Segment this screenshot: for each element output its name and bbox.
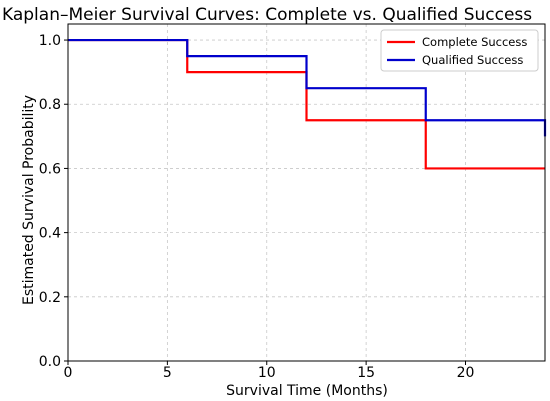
y-tick-label: 0.8: [39, 97, 61, 113]
legend: Complete Success Qualified Success: [380, 29, 539, 72]
y-tick-label: 0.4: [39, 226, 61, 242]
grid: [67, 24, 545, 362]
axis-ticks: 0 5 10 15 20 0.0 0.2 0.4 0.6 0.8 1.0: [39, 33, 475, 381]
chart-title: Kaplan–Meier Survival Curves: Complete v…: [2, 5, 532, 25]
y-tick-label: 0.6: [39, 161, 61, 177]
series-layer: [68, 38, 547, 170]
legend-label-qualified-success: Qualified Success: [422, 53, 523, 67]
x-tick-label: 15: [357, 365, 375, 381]
plot-frame: [67, 23, 546, 362]
x-tick-label: 20: [457, 365, 475, 381]
legend-box: [380, 29, 539, 72]
x-tick-label: 5: [163, 365, 172, 381]
x-tick-label: 10: [258, 365, 276, 381]
y-tick-label: 1.0: [39, 33, 61, 49]
y-tick-label: 0.0: [39, 354, 61, 370]
x-tick-label: 0: [64, 365, 73, 381]
legend-label-complete-success: Complete Success: [422, 35, 527, 49]
x-axis-label: Survival Time (Months): [226, 383, 388, 399]
y-tick-label: 0.2: [39, 290, 61, 306]
y-axis-label: Estimated Survival Probability: [21, 95, 37, 305]
qualified-success-survival-line: [68, 38, 547, 137]
